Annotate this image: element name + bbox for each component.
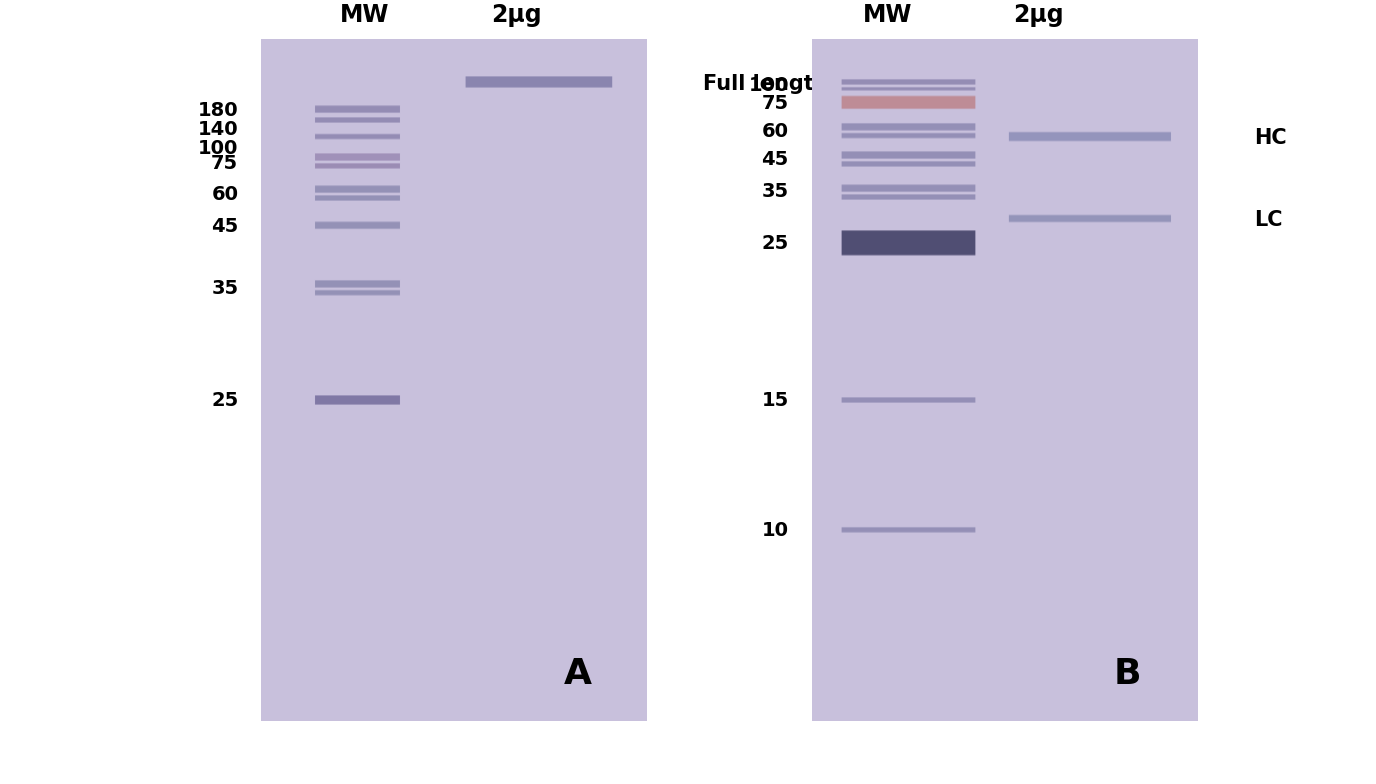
Text: Full length: Full length	[703, 74, 828, 93]
Text: HC: HC	[1254, 128, 1287, 148]
Text: 75: 75	[211, 154, 238, 172]
Text: 100: 100	[749, 76, 788, 95]
Text: 15: 15	[761, 391, 788, 410]
Text: 25: 25	[761, 234, 788, 253]
Text: 35: 35	[761, 183, 788, 201]
Text: 2μg: 2μg	[1014, 3, 1064, 27]
Text: 35: 35	[211, 278, 238, 298]
Text: 75: 75	[761, 95, 788, 114]
Text: 100: 100	[198, 139, 238, 158]
Text: B: B	[1115, 656, 1142, 691]
Text: 140: 140	[198, 121, 238, 140]
Text: 60: 60	[762, 122, 788, 141]
Text: 2μg: 2μg	[491, 3, 541, 27]
Text: A: A	[563, 656, 592, 691]
Text: 60: 60	[212, 185, 238, 204]
Text: 180: 180	[198, 101, 238, 120]
Text: 45: 45	[761, 150, 788, 169]
Text: MW: MW	[863, 3, 912, 27]
Text: 45: 45	[211, 217, 238, 236]
Text: 10: 10	[762, 521, 788, 540]
Text: LC: LC	[1254, 210, 1282, 230]
Text: 25: 25	[211, 391, 238, 410]
Text: MW: MW	[340, 3, 389, 27]
